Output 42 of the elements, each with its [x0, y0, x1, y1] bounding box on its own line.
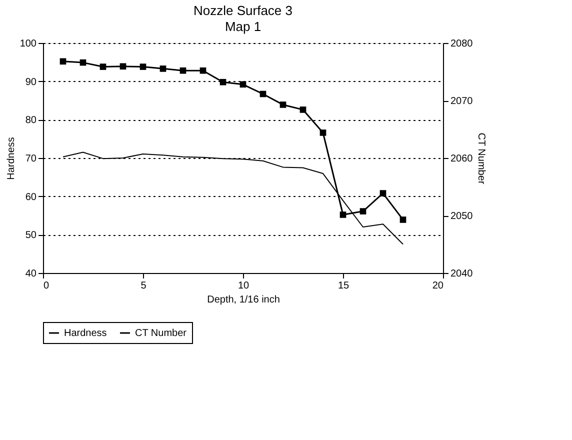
point — [200, 67, 206, 74]
y-tick-label: 100 — [20, 38, 37, 50]
legend-label: Hardness — [64, 328, 107, 339]
chart-title: Nozzle Surface 3 — [194, 3, 292, 18]
point — [300, 106, 306, 113]
point — [240, 81, 246, 88]
y2-tick-label: 2080 — [450, 38, 474, 50]
y2-tick-label: 2060 — [450, 154, 474, 164]
chart-subtitle: Map 1 — [224, 19, 262, 34]
point — [400, 216, 406, 223]
point — [160, 66, 166, 72]
point — [320, 130, 326, 136]
y2-axis-title: CT Number — [476, 132, 487, 185]
point — [180, 67, 186, 74]
x-tick-label: 5 — [140, 280, 147, 292]
x-tick-label: 0 — [44, 280, 50, 292]
x-axis-title: Depth, 1/16 inch — [207, 294, 280, 306]
point — [360, 208, 366, 214]
y2-tick-label: 2050 — [450, 211, 474, 222]
y2-tick-label: 2070 — [450, 96, 474, 107]
point — [80, 59, 86, 66]
point — [260, 90, 266, 98]
y-tick-label: 50 — [25, 230, 37, 242]
point — [60, 58, 66, 65]
x-tick-label: 15 — [338, 280, 350, 292]
y-tick-label: 90 — [25, 76, 37, 88]
point — [220, 78, 226, 86]
y2-tick-label: 2040 — [450, 268, 474, 280]
y-axis-title: Hardness — [6, 137, 17, 180]
y-tick-label: 70 — [25, 154, 37, 164]
y-tick-label: 40 — [25, 268, 37, 280]
x-tick-label: 20 — [432, 280, 444, 292]
x-tick-label: 10 — [238, 280, 250, 292]
point — [120, 63, 126, 70]
point — [100, 64, 106, 70]
y-tick-label: 60 — [25, 192, 37, 203]
point — [340, 212, 346, 218]
point — [140, 64, 146, 70]
y-tick-label: 80 — [25, 115, 37, 126]
legend-label: CT Number — [135, 328, 188, 339]
point — [280, 102, 286, 108]
point — [380, 190, 386, 196]
